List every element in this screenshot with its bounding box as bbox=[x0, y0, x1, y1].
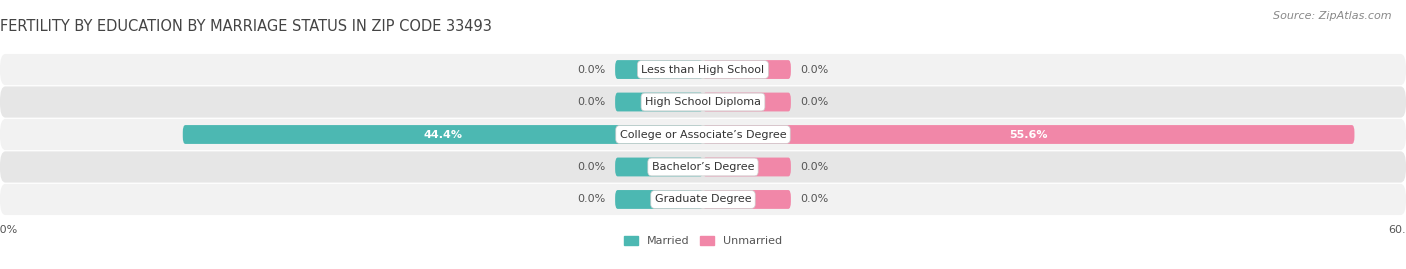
FancyBboxPatch shape bbox=[703, 158, 790, 176]
Text: Graduate Degree: Graduate Degree bbox=[655, 194, 751, 204]
Text: Source: ZipAtlas.com: Source: ZipAtlas.com bbox=[1274, 11, 1392, 21]
FancyBboxPatch shape bbox=[703, 125, 1354, 144]
Text: 0.0%: 0.0% bbox=[800, 162, 828, 172]
Text: 44.4%: 44.4% bbox=[423, 129, 463, 140]
Text: High School Diploma: High School Diploma bbox=[645, 97, 761, 107]
Text: 0.0%: 0.0% bbox=[578, 162, 606, 172]
Text: 0.0%: 0.0% bbox=[800, 65, 828, 75]
Text: Bachelor’s Degree: Bachelor’s Degree bbox=[652, 162, 754, 172]
Text: Less than High School: Less than High School bbox=[641, 65, 765, 75]
FancyBboxPatch shape bbox=[0, 151, 1406, 183]
FancyBboxPatch shape bbox=[183, 125, 703, 144]
Text: College or Associate’s Degree: College or Associate’s Degree bbox=[620, 129, 786, 140]
Text: 0.0%: 0.0% bbox=[800, 194, 828, 204]
Legend: Married, Unmarried: Married, Unmarried bbox=[624, 236, 782, 246]
FancyBboxPatch shape bbox=[616, 60, 703, 79]
Text: FERTILITY BY EDUCATION BY MARRIAGE STATUS IN ZIP CODE 33493: FERTILITY BY EDUCATION BY MARRIAGE STATU… bbox=[0, 19, 492, 34]
FancyBboxPatch shape bbox=[0, 86, 1406, 118]
FancyBboxPatch shape bbox=[703, 190, 790, 209]
Text: 0.0%: 0.0% bbox=[578, 194, 606, 204]
FancyBboxPatch shape bbox=[703, 60, 790, 79]
FancyBboxPatch shape bbox=[616, 93, 703, 111]
FancyBboxPatch shape bbox=[0, 184, 1406, 215]
FancyBboxPatch shape bbox=[616, 190, 703, 209]
Text: 0.0%: 0.0% bbox=[800, 97, 828, 107]
Text: 0.0%: 0.0% bbox=[578, 97, 606, 107]
Text: 0.0%: 0.0% bbox=[578, 65, 606, 75]
FancyBboxPatch shape bbox=[0, 54, 1406, 85]
Text: 55.6%: 55.6% bbox=[1010, 129, 1047, 140]
FancyBboxPatch shape bbox=[703, 93, 790, 111]
FancyBboxPatch shape bbox=[0, 119, 1406, 150]
FancyBboxPatch shape bbox=[616, 158, 703, 176]
